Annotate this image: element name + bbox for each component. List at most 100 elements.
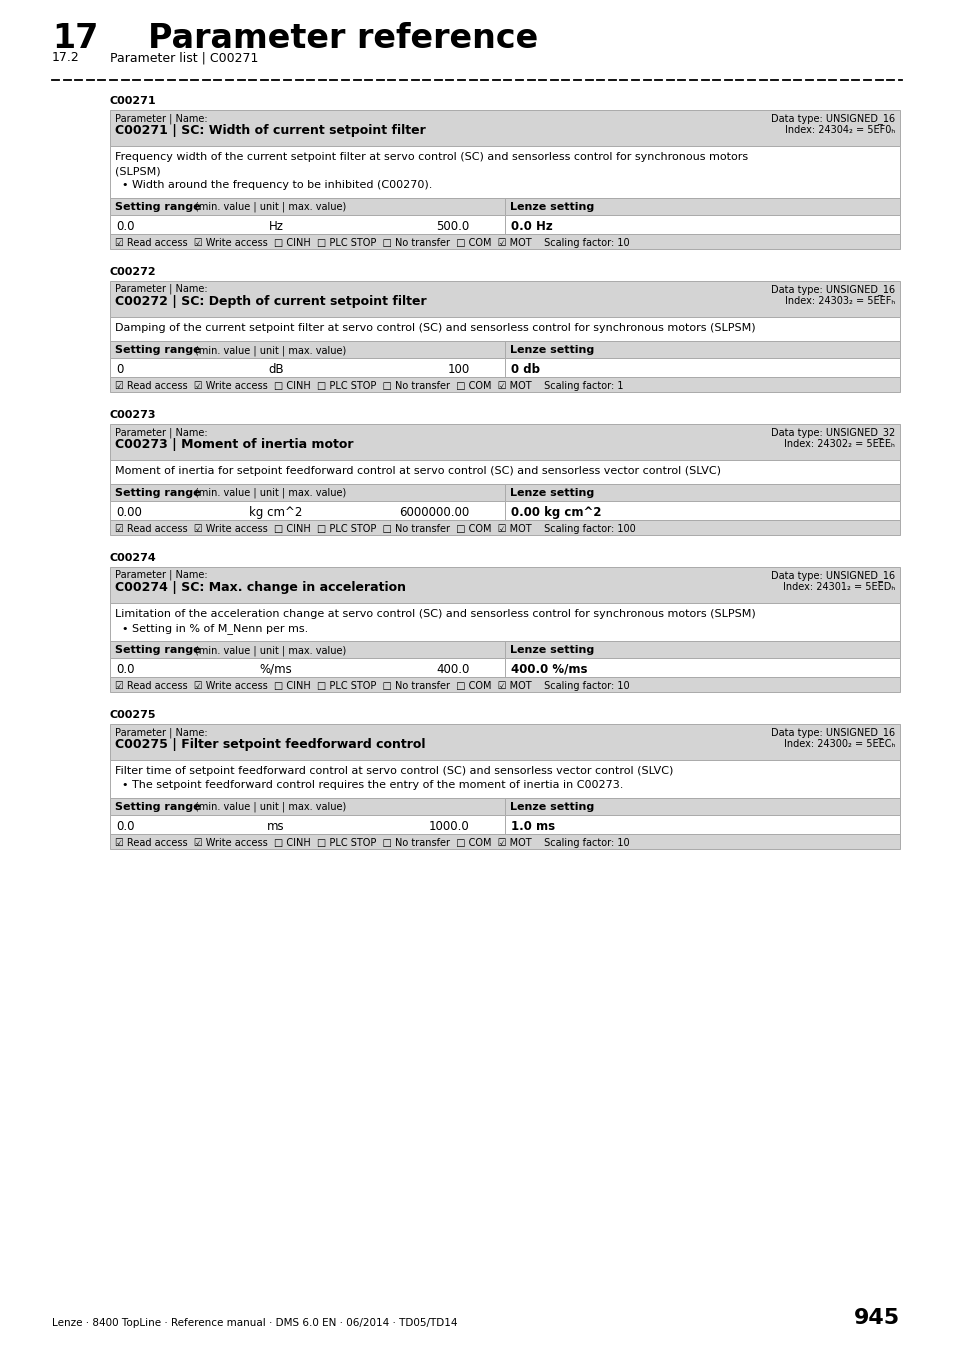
Bar [110, 641, 504, 657]
Text: 100: 100 [447, 363, 469, 377]
Text: C00271 | SC: Width of current setpoint filter: C00271 | SC: Width of current setpoint f… [115, 124, 425, 136]
Text: ms: ms [267, 819, 284, 833]
Bar [110, 281, 899, 317]
Text: 0 db: 0 db [511, 363, 539, 377]
Text: C00272 | SC: Depth of current setpoint filter: C00272 | SC: Depth of current setpoint f… [115, 296, 426, 308]
Text: %/ms: %/ms [259, 663, 292, 676]
Bar [504, 358, 899, 377]
Bar [110, 215, 504, 234]
Bar [504, 657, 899, 676]
Text: Setting range: Setting range [115, 645, 200, 655]
Text: Index: 24303₂ = 5EEFₕ: Index: 24303₂ = 5EEFₕ [784, 296, 894, 306]
Text: Parameter | Name:: Parameter | Name: [115, 728, 208, 737]
Text: Index: 24302₂ = 5EEEₕ: Index: 24302₂ = 5EEEₕ [783, 439, 894, 450]
Text: Moment of inertia for setpoint feedforward control at servo control (SC) and sen: Moment of inertia for setpoint feedforwa… [115, 466, 720, 477]
Bar [504, 641, 899, 657]
Text: (min. value | unit | max. value): (min. value | unit | max. value) [194, 202, 346, 212]
Text: Parameter | Name:: Parameter | Name: [115, 113, 208, 123]
Text: Limitation of the acceleration change at servo control (SC) and sensorless contr: Limitation of the acceleration change at… [115, 609, 755, 620]
Text: Lenze setting: Lenze setting [510, 487, 594, 498]
Bar [504, 342, 899, 358]
Text: Parameter reference: Parameter reference [148, 22, 537, 55]
Text: Damping of the current setpoint filter at servo control (SC) and sensorless cont: Damping of the current setpoint filter a… [115, 323, 755, 333]
Bar [110, 724, 899, 760]
Text: • Setting in % of M_Nenn per ms.: • Setting in % of M_Nenn per ms. [115, 622, 308, 634]
Text: C00274 | SC: Max. change in acceleration: C00274 | SC: Max. change in acceleration [115, 580, 406, 594]
Text: Data type: UNSIGNED_16: Data type: UNSIGNED_16 [770, 113, 894, 124]
Bar [110, 567, 899, 603]
Bar [504, 215, 899, 234]
Text: Setting range: Setting range [115, 346, 200, 355]
Text: • The setpoint feedforward control requires the entry of the moment of inertia i: • The setpoint feedforward control requi… [115, 780, 622, 790]
Text: ☑ Read access  ☑ Write access  □ CINH  □ PLC STOP  □ No transfer  □ COM  ☑ MOT  : ☑ Read access ☑ Write access □ CINH □ PL… [115, 381, 623, 392]
Bar [110, 834, 899, 849]
Text: ☑ Read access  ☑ Write access  □ CINH  □ PLC STOP  □ No transfer  □ COM  ☑ MOT  : ☑ Read access ☑ Write access □ CINH □ PL… [115, 524, 635, 535]
Text: Lenze setting: Lenze setting [510, 645, 594, 655]
Bar [110, 603, 899, 641]
Text: ☑ Read access  ☑ Write access  □ CINH  □ PLC STOP  □ No transfer  □ COM  ☑ MOT  : ☑ Read access ☑ Write access □ CINH □ PL… [115, 838, 629, 848]
Text: (min. value | unit | max. value): (min. value | unit | max. value) [194, 802, 346, 813]
Text: C00272: C00272 [110, 267, 156, 277]
Text: C00271: C00271 [110, 96, 156, 107]
Text: Lenze setting: Lenze setting [510, 346, 594, 355]
Text: 0.0: 0.0 [116, 663, 134, 676]
Bar [110, 424, 899, 460]
Text: (min. value | unit | max. value): (min. value | unit | max. value) [194, 346, 346, 355]
Text: Index: 24304₂ = 5EF0ₕ: Index: 24304₂ = 5EF0ₕ [784, 126, 894, 135]
Bar [110, 460, 899, 485]
Text: dB: dB [268, 363, 283, 377]
Bar [504, 485, 899, 501]
Text: 0.0 Hz: 0.0 Hz [511, 220, 552, 234]
Bar [504, 815, 899, 834]
Text: 17.2: 17.2 [52, 51, 80, 63]
Bar [110, 198, 504, 215]
Text: C00275: C00275 [110, 710, 156, 720]
Text: Data type: UNSIGNED_32: Data type: UNSIGNED_32 [770, 427, 894, 437]
Text: Filter time of setpoint feedforward control at servo control (SC) and sensorless: Filter time of setpoint feedforward cont… [115, 765, 673, 776]
Text: Lenze · 8400 TopLine · Reference manual · DMS 6.0 EN · 06/2014 · TD05/TD14: Lenze · 8400 TopLine · Reference manual … [52, 1318, 457, 1328]
Text: (SLPSM): (SLPSM) [115, 166, 160, 176]
Text: Lenze setting: Lenze setting [510, 202, 594, 212]
Text: 0.00 kg cm^2: 0.00 kg cm^2 [511, 506, 601, 518]
Bar [110, 520, 899, 535]
Bar [110, 485, 504, 501]
Bar [110, 317, 899, 342]
Text: 1000.0: 1000.0 [428, 819, 469, 833]
Text: Data type: UNSIGNED_16: Data type: UNSIGNED_16 [770, 284, 894, 294]
Text: (min. value | unit | max. value): (min. value | unit | max. value) [194, 487, 346, 498]
Text: C00273 | Moment of inertia motor: C00273 | Moment of inertia motor [115, 437, 354, 451]
Text: Data type: UNSIGNED_16: Data type: UNSIGNED_16 [770, 570, 894, 580]
Bar [110, 358, 504, 377]
Bar [110, 342, 504, 358]
Bar [110, 815, 504, 834]
Text: Index: 24301₂ = 5EEDₕ: Index: 24301₂ = 5EEDₕ [781, 582, 894, 593]
Bar [504, 501, 899, 520]
Text: 400.0 %/ms: 400.0 %/ms [511, 663, 587, 676]
Text: 500.0: 500.0 [436, 220, 469, 234]
Text: Parameter | Name:: Parameter | Name: [115, 284, 208, 294]
Text: Parameter list | C00271: Parameter list | C00271 [110, 51, 258, 63]
Text: (min. value | unit | max. value): (min. value | unit | max. value) [194, 645, 346, 656]
Text: C00274: C00274 [110, 554, 156, 563]
Text: C00275 | Filter setpoint feedforward control: C00275 | Filter setpoint feedforward con… [115, 738, 425, 751]
Text: 0.0: 0.0 [116, 819, 134, 833]
Bar [110, 798, 504, 815]
Bar [110, 657, 504, 676]
Text: ☑ Read access  ☑ Write access  □ CINH  □ PLC STOP  □ No transfer  □ COM  ☑ MOT  : ☑ Read access ☑ Write access □ CINH □ PL… [115, 238, 629, 248]
Text: 945: 945 [853, 1308, 899, 1328]
Bar [110, 234, 899, 248]
Text: Frequency width of the current setpoint filter at servo control (SC) and sensorl: Frequency width of the current setpoint … [115, 153, 747, 162]
Text: Parameter | Name:: Parameter | Name: [115, 570, 208, 580]
Text: Parameter | Name:: Parameter | Name: [115, 427, 208, 437]
Bar [110, 377, 899, 392]
Text: • Width around the frequency to be inhibited (C00270).: • Width around the frequency to be inhib… [115, 180, 432, 190]
Text: Setting range: Setting range [115, 202, 200, 212]
Bar [110, 109, 899, 146]
Text: 6000000.00: 6000000.00 [398, 506, 469, 518]
Bar [110, 501, 504, 520]
Text: 0.00: 0.00 [116, 506, 142, 518]
Text: kg cm^2: kg cm^2 [249, 506, 302, 518]
Text: 1.0 ms: 1.0 ms [511, 819, 555, 833]
Bar [504, 198, 899, 215]
Bar [504, 798, 899, 815]
